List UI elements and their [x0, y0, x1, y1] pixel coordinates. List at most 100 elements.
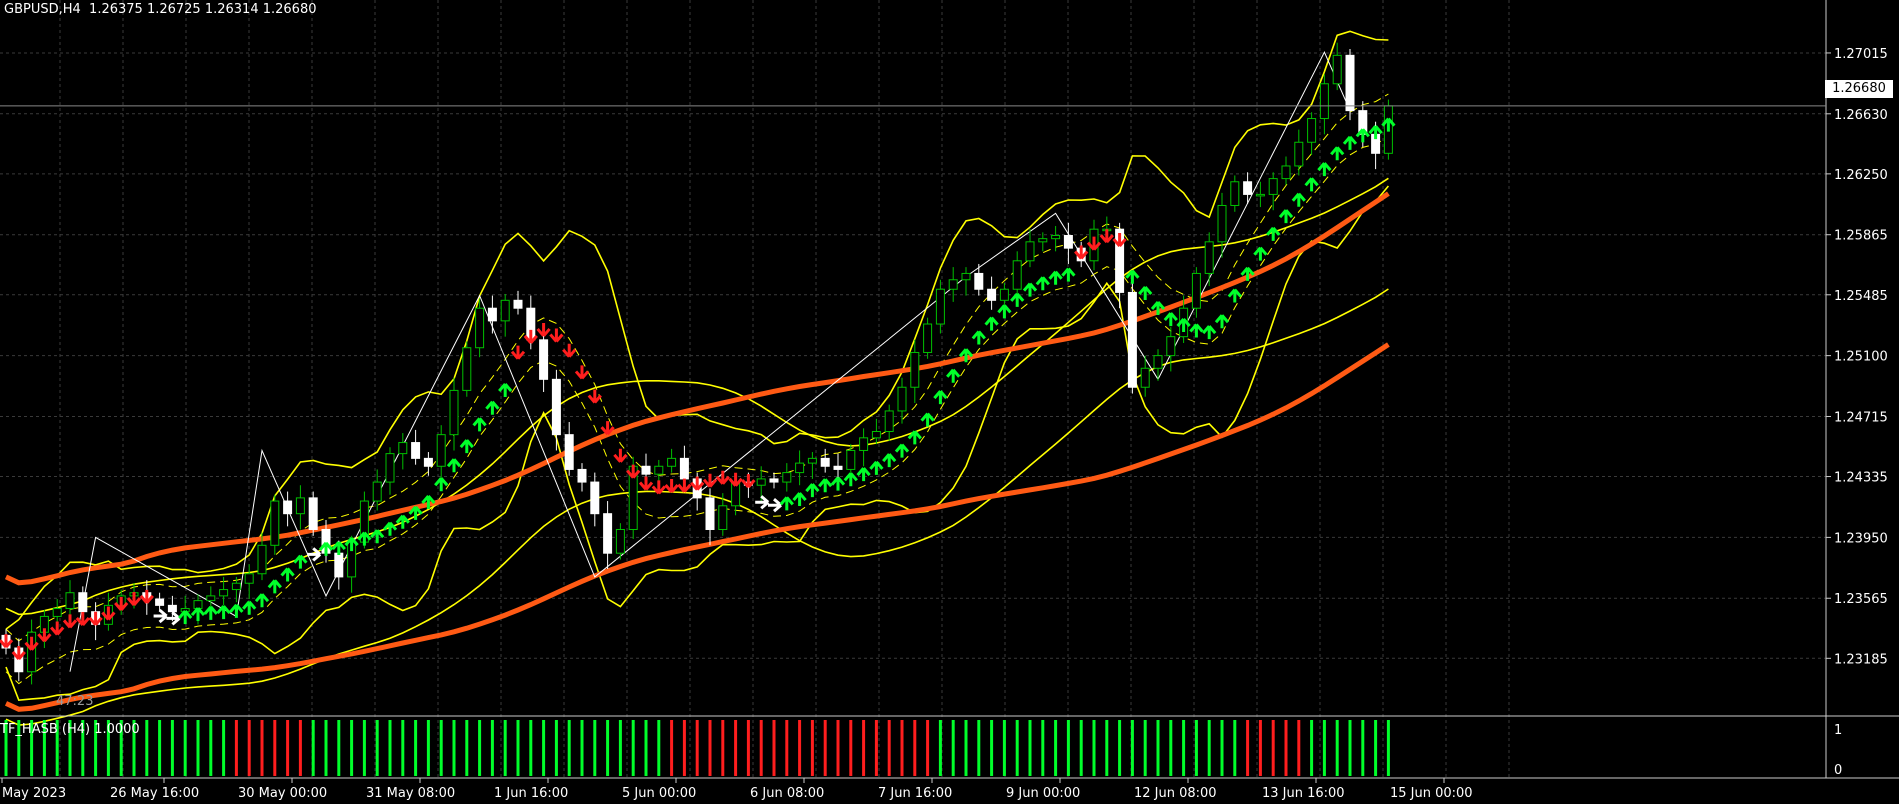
bull-candle [1204, 241, 1214, 274]
bull-candle [884, 410, 894, 432]
up-arrow [459, 439, 474, 454]
price-label: 1.27015 [1834, 47, 1888, 62]
price-label: 1.25865 [1834, 229, 1888, 244]
down-arrow [75, 612, 90, 626]
up-arrow [1266, 226, 1281, 241]
bull-candle [1217, 204, 1227, 243]
bull-candle [935, 288, 945, 325]
bear-candle [283, 500, 293, 515]
up-arrow [946, 368, 961, 383]
time-label: 9 Jun 00:00 [1006, 786, 1080, 801]
bear-candle [679, 457, 689, 480]
right-arrow [153, 608, 168, 624]
time-label: 31 May 08:00 [366, 786, 455, 801]
bear-candle [334, 552, 344, 578]
up-arrow [267, 579, 282, 594]
bear-candle [974, 272, 984, 290]
down-arrow [536, 322, 551, 337]
up-arrow [1278, 209, 1294, 224]
down-arrow [600, 421, 615, 436]
time-label: 5 Jun 00:00 [622, 786, 696, 801]
bull-candle [859, 437, 869, 451]
bull-candle [295, 497, 305, 515]
up-arrow [357, 531, 372, 546]
up-arrow [869, 460, 884, 475]
up-arrow [254, 593, 270, 608]
bull-candle [782, 472, 792, 483]
up-arrow [331, 541, 346, 556]
down-arrow [562, 343, 577, 358]
bear-candle [487, 307, 497, 322]
bull-candle [244, 573, 254, 584]
time-axis: May 2023 26 May 16:00 30 May 00:00 31 May 0… [1, 778, 1473, 801]
bull-candle [615, 528, 625, 554]
bull-candle [475, 307, 485, 349]
indicator-label: TF_HASB (H4) 1.0000 [0, 722, 140, 737]
bull-candle [871, 430, 881, 439]
outer-upper-band [5, 177, 1389, 616]
up-arrow [178, 610, 193, 625]
down-arrow [741, 474, 756, 489]
up-arrow [1202, 325, 1217, 340]
up-arrow [1022, 282, 1038, 297]
bollinger-bands [5, 30, 1390, 726]
down-arrow [50, 621, 65, 636]
time-label: 26 May 16:00 [110, 786, 199, 801]
bar-timer: 47:23 [56, 694, 94, 709]
bull-candle [1255, 193, 1265, 197]
up-arrow [1061, 267, 1076, 282]
bull-candle [1012, 260, 1022, 290]
down-arrow [101, 606, 116, 621]
bear-candle [423, 457, 433, 467]
candlesticks [1, 42, 1393, 685]
envelope-upper [4, 191, 1390, 586]
up-arrow [1138, 286, 1153, 300]
bear-candle [411, 442, 421, 459]
bear-candle [155, 598, 165, 606]
bull-candle [206, 595, 216, 602]
bear-candle [1063, 235, 1073, 249]
up-arrow [421, 495, 436, 510]
right-arrow [307, 547, 322, 562]
up-arrow [242, 600, 257, 615]
up-arrow [1163, 312, 1178, 327]
bull-candle [449, 389, 459, 436]
bull-candle [846, 449, 856, 470]
up-arrow [293, 554, 308, 569]
up-arrow [1291, 192, 1306, 207]
down-arrow [702, 473, 718, 488]
indicator-scale: 10 [1834, 723, 1842, 778]
bear-candle [820, 457, 830, 467]
bear-candle [167, 604, 177, 613]
up-arrow [1240, 266, 1255, 281]
right-arrow [166, 611, 181, 626]
tf-hasb-histogram [4, 720, 1390, 776]
up-arrow [1048, 270, 1063, 285]
bear-candle [1345, 54, 1355, 112]
down-arrow [626, 464, 641, 479]
bull-candle [27, 631, 37, 673]
symbol-info: GBPUSD,H4 1.26375 1.26725 1.26314 1.2668… [4, 2, 317, 17]
time-label: 15 Jun 00:00 [1390, 786, 1473, 801]
up-arrow [370, 529, 385, 544]
down-arrow [715, 470, 730, 485]
bull-candle [923, 323, 933, 353]
bull-candle [1140, 367, 1150, 388]
up-arrow [1330, 146, 1345, 161]
price-label: 1.24715 [1834, 410, 1888, 425]
up-arrow [882, 453, 897, 468]
bull-candle [718, 505, 728, 530]
time-label: 1 Jun 16:00 [494, 786, 568, 801]
down-arrow [523, 329, 538, 344]
down-arrow [24, 636, 39, 651]
up-arrow [203, 605, 218, 620]
up-arrow [446, 458, 462, 473]
time-label: 12 Jun 08:00 [1134, 786, 1217, 801]
bear-candle [78, 592, 88, 613]
down-arrow [638, 476, 654, 491]
bear-candle [769, 478, 779, 483]
time-label: May 2023 [2, 786, 66, 801]
price-label: 1.23950 [1834, 531, 1888, 546]
price-label: 1.26250 [1834, 168, 1888, 183]
